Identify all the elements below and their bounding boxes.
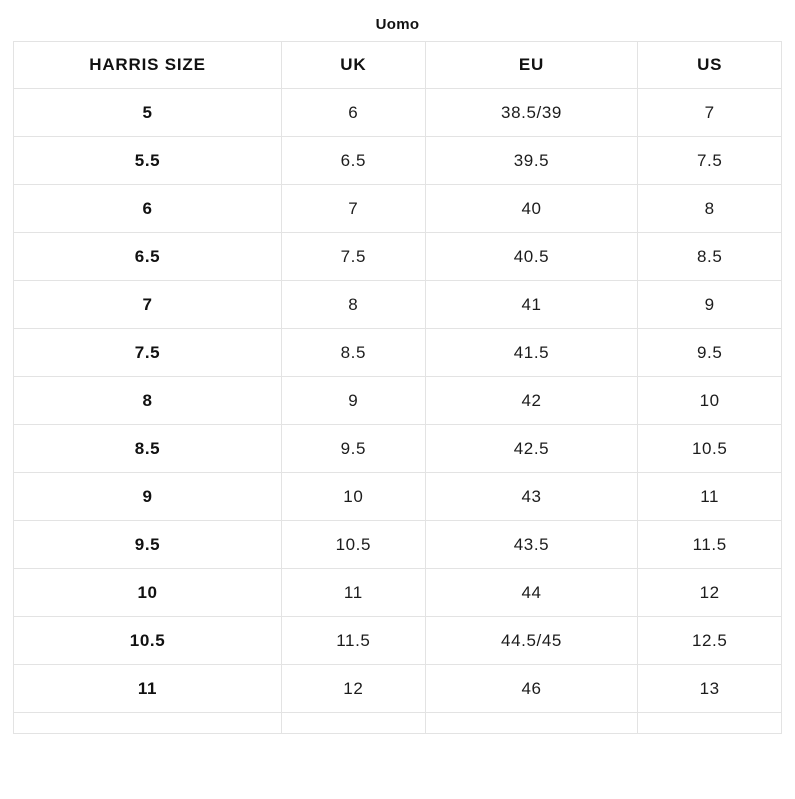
size-cell: 42.5 [424,424,639,473]
size-cell: 7.5 [637,136,782,185]
harris-size-cell: 10.5 [12,616,283,665]
harris-size-cell: 7 [12,280,283,329]
table-body: 5 6 38.5/39 7 5.5 6.5 39.5 7.5 6 7 40 8 6.5 7.5 40.5 8.… [12,88,782,734]
size-cell: 46 [424,664,639,713]
harris-size-cell: 6.5 [12,232,283,281]
size-cell: 11 [637,472,782,521]
empty-cell [424,712,639,734]
size-cell: 8 [637,184,782,233]
table-row: 6.5 7.5 40.5 8.5 [12,232,782,281]
size-cell: 11 [281,568,426,617]
size-cell: 44 [424,568,639,617]
table-row: 7 8 41 9 [12,280,782,329]
size-cell: 40.5 [424,232,639,281]
harris-size-cell: 9.5 [12,520,283,569]
size-cell: 41 [424,280,639,329]
table-row: 5 6 38.5/39 7 [12,88,782,137]
size-cell: 9.5 [281,424,426,473]
table-row: 7.5 8.5 41.5 9.5 [12,328,782,377]
size-cell: 6.5 [281,136,426,185]
size-cell: 6 [281,88,426,137]
size-guide-page: Uomo HARRIS SIZE UK EU US 5 6 38.5/39 7 5.5 6.5 3… [12,16,782,734]
size-cell: 42 [424,376,639,425]
size-cell: 12 [637,568,782,617]
harris-size-cell: 10 [12,568,283,617]
size-cell: 9 [637,280,782,329]
column-header-uk: UK [281,41,426,89]
table-row: 10 11 44 12 [12,568,782,617]
column-header-harris-size: HARRIS SIZE [12,41,283,89]
size-cell: 13 [637,664,782,713]
table-row: 10.5 11.5 44.5/45 12.5 [12,616,782,665]
empty-cell [281,712,426,734]
empty-row [12,712,782,734]
size-cell: 7.5 [281,232,426,281]
size-cell: 12.5 [637,616,782,665]
size-cell: 44.5/45 [424,616,639,665]
harris-size-cell: 8 [12,376,283,425]
size-cell: 41.5 [424,328,639,377]
size-cell: 8.5 [281,328,426,377]
table-row: 8 9 42 10 [12,376,782,425]
size-cell: 43.5 [424,520,639,569]
harris-size-cell: 9 [12,472,283,521]
size-cell: 11.5 [637,520,782,569]
harris-size-cell: 8.5 [12,424,283,473]
size-cell: 39.5 [424,136,639,185]
table-header-row: HARRIS SIZE UK EU US [12,41,782,89]
table-row: 6 7 40 8 [12,184,782,233]
column-header-eu: EU [424,41,639,89]
size-cell: 8.5 [637,232,782,281]
harris-size-cell: 6 [12,184,283,233]
table-row: 5.5 6.5 39.5 7.5 [12,136,782,185]
size-cell: 10 [281,472,426,521]
size-cell: 10 [637,376,782,425]
table-header: HARRIS SIZE UK EU US [12,41,782,89]
size-cell: 10.5 [281,520,426,569]
size-cell: 9.5 [637,328,782,377]
size-cell: 10.5 [637,424,782,473]
table-row: 9 10 43 11 [12,472,782,521]
table-row: 11 12 46 13 [12,664,782,713]
table-row: 8.5 9.5 42.5 10.5 [12,424,782,473]
size-cell: 9 [281,376,426,425]
size-cell: 38.5/39 [424,88,639,137]
harris-size-cell: 5 [12,88,283,137]
size-cell: 12 [281,664,426,713]
empty-cell [637,712,782,734]
empty-cell [12,712,283,734]
size-conversion-table: HARRIS SIZE UK EU US 5 6 38.5/39 7 5.5 6.5 39.5 7.… [12,41,782,734]
size-cell: 43 [424,472,639,521]
size-cell: 40 [424,184,639,233]
table-row: 9.5 10.5 43.5 11.5 [12,520,782,569]
harris-size-cell: 11 [12,664,283,713]
size-cell: 7 [281,184,426,233]
size-cell: 11.5 [281,616,426,665]
size-cell: 7 [637,88,782,137]
harris-size-cell: 5.5 [12,136,283,185]
column-header-us: US [637,41,782,89]
size-cell: 8 [281,280,426,329]
harris-size-cell: 7.5 [12,328,283,377]
page-title: Uomo [375,16,420,33]
